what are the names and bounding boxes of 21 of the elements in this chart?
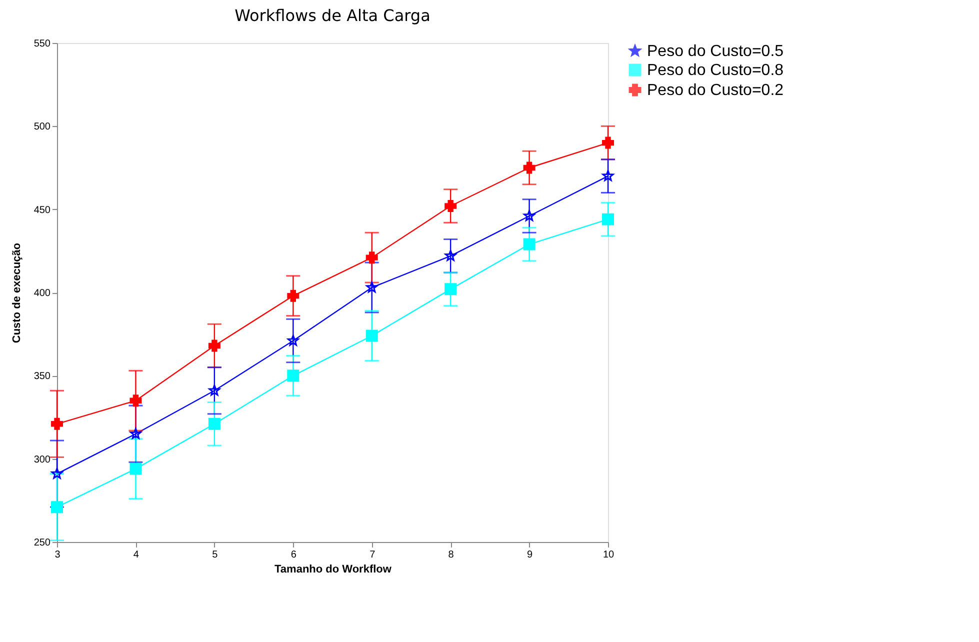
legend-label: Peso do Custo=0.8	[647, 62, 784, 79]
y-tick-label: 400	[34, 288, 51, 299]
x-tick-label: 9	[527, 550, 534, 560]
x-tick-label: 8	[448, 550, 454, 560]
x-tick-label: 6	[290, 550, 297, 560]
y-tick-label: 550	[34, 38, 51, 50]
legend-label: Peso do Custo=0.2	[647, 82, 784, 99]
y-axis-title: Custo de execução	[10, 242, 23, 344]
y-tick-label: 300	[34, 454, 51, 466]
chart-title: Workflows de Alta Carga	[234, 6, 430, 25]
x-tick-label: 3	[54, 550, 61, 560]
x-tick-label: 10	[602, 550, 614, 560]
y-tick-label: 450	[34, 204, 51, 216]
x-tick-label: 7	[370, 550, 376, 560]
legend-label: Peso do Custo=0.5	[647, 43, 784, 60]
x-tick-label: 4	[133, 550, 140, 560]
x-axis-title: Tamanho do Workflow	[274, 564, 392, 576]
y-tick-label: 250	[34, 538, 51, 548]
y-tick-label: 500	[34, 122, 51, 133]
y-tick-label: 350	[34, 371, 51, 382]
x-tick-label: 5	[212, 550, 218, 560]
